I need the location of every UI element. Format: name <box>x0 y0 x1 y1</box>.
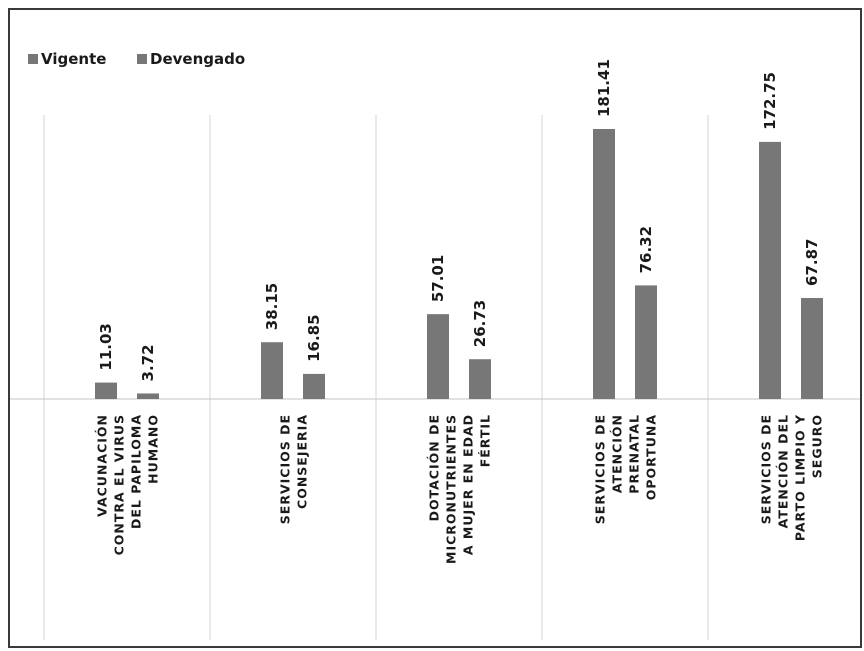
data-label: 26.73 <box>471 300 489 347</box>
data-label: 67.87 <box>803 239 821 286</box>
bar <box>427 314 449 399</box>
bars <box>95 129 823 399</box>
legend: Vigente Devengado <box>28 50 245 68</box>
bar <box>593 129 615 399</box>
data-label: 16.85 <box>305 314 323 361</box>
data-label: 11.03 <box>97 323 115 370</box>
data-label: 57.01 <box>429 255 447 302</box>
category-label-line: HUMANO <box>146 414 161 484</box>
category-label-line: SEGURO <box>810 414 825 478</box>
bar <box>261 342 283 399</box>
data-label: 76.32 <box>637 226 655 273</box>
bar <box>801 297 823 399</box>
category-label-line: CONTRA EL VIRUS <box>112 414 127 555</box>
category-label-line: A MUJER EN EDAD <box>461 414 476 555</box>
category-label-line: ATENCIÓN <box>610 414 625 493</box>
category-dividers <box>43 115 709 640</box>
data-label: 38.15 <box>263 283 281 330</box>
data-label: 3.72 <box>139 344 157 381</box>
category-label-line: PARTO LIMPIO Y <box>793 414 808 541</box>
category-label-line: CONSEJERIA <box>295 414 310 509</box>
legend-label: Vigente <box>41 50 106 68</box>
category-label-line: SERVICIOS DE <box>278 414 293 524</box>
category-labels: VACUNACIÓN CONTRA EL VIRUS DEL PAPILOMA HUM… <box>95 414 825 564</box>
bar <box>635 285 657 399</box>
bar <box>95 382 117 399</box>
bar-chart: Vigente Devengado 11.03 38.15 57.01 181.41 17… <box>10 50 860 640</box>
category-label-line: DEL PAPILOMA <box>129 414 144 529</box>
chart-frame: Vigente Devengado 11.03 38.15 57.01 181.41 17… <box>8 8 862 648</box>
category-label-line: OPORTUNA <box>644 414 659 500</box>
category-label-line: SERVICIOS DE <box>593 414 608 524</box>
category-label-line: DOTACIÓN DE <box>427 414 442 521</box>
category-label-line: PRENATAL <box>627 414 642 494</box>
category-label-line: VACUNACIÓN <box>95 414 110 517</box>
category-label-line: FÉRTIL <box>478 414 493 467</box>
bar <box>303 373 325 399</box>
legend-swatch <box>137 54 147 64</box>
data-label: 181.41 <box>595 59 613 117</box>
bar <box>469 359 491 399</box>
bar <box>759 141 781 399</box>
bar <box>137 393 159 399</box>
category-label-line: ATENCIÓN DEL <box>776 414 791 528</box>
category-label-line: MICRONUTRIENTES <box>444 414 459 564</box>
legend-swatch <box>28 54 38 64</box>
data-label: 172.75 <box>761 72 779 130</box>
data-labels: 11.03 38.15 57.01 181.41 172.75 3.72 16.85 26.7… <box>97 59 821 381</box>
legend-label: Devengado <box>150 50 245 68</box>
category-label-line: SERVICIOS DE <box>759 414 774 524</box>
